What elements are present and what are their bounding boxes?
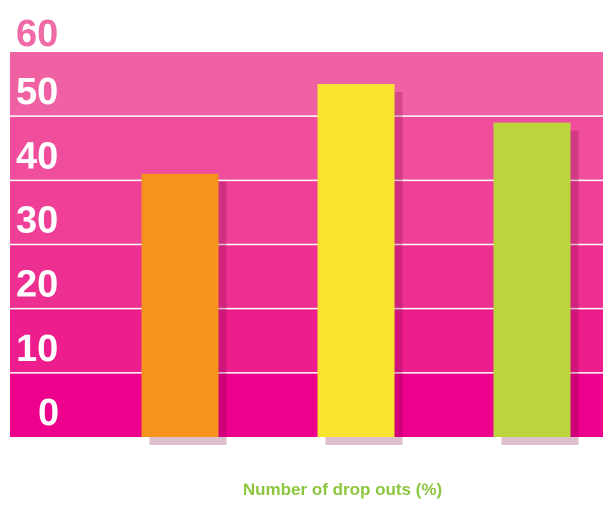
y-tick-label: 10: [16, 328, 58, 370]
background-band: [10, 52, 603, 117]
y-tick-label: 60: [16, 13, 58, 55]
bar-1: [141, 173, 219, 437]
bar-2: [317, 84, 395, 437]
bars: [141, 84, 579, 446]
y-tick-label: 0: [38, 392, 59, 434]
y-tick-labels: 0 10 20 30 40 50 60: [16, 13, 59, 434]
y-tick-label: 30: [16, 200, 58, 242]
bar-3: [493, 122, 571, 437]
y-tick-label: 20: [16, 264, 58, 306]
x-axis-label: Number of drop outs (%): [242, 480, 443, 499]
y-tick-label: 50: [16, 71, 58, 113]
y-tick-label: 40: [16, 135, 58, 177]
